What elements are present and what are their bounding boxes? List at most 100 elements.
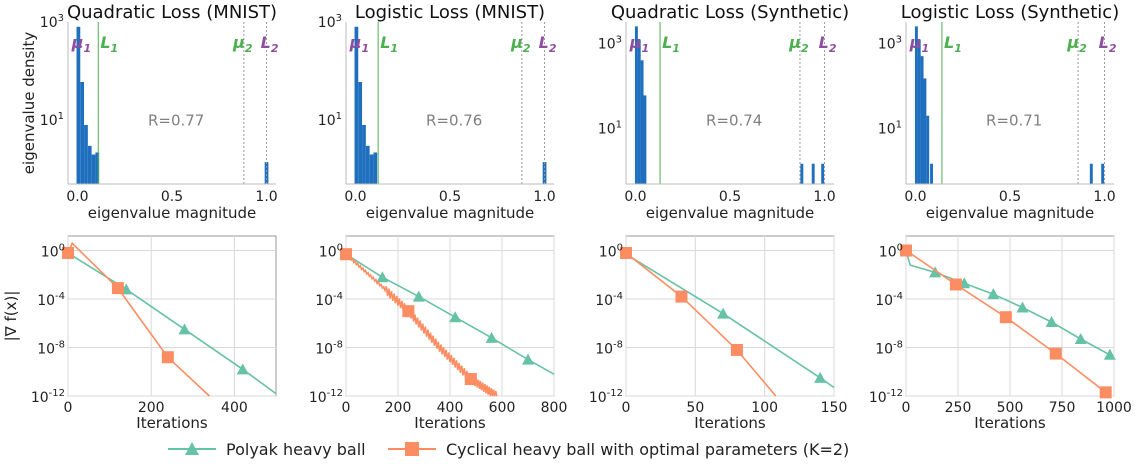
hist-bar xyxy=(821,163,825,184)
hist-bar xyxy=(637,39,641,184)
y-tick-label: 10-4 xyxy=(595,291,623,309)
hist-bar xyxy=(95,152,100,184)
x-tick-label: 400 xyxy=(221,400,248,416)
ratio-annotation: R=0.74 xyxy=(706,112,762,130)
y-tick-label: 10-12 xyxy=(869,388,903,406)
cyclical-marker xyxy=(949,278,962,291)
x-tick-label: 0 xyxy=(64,400,73,416)
cyclical-marker xyxy=(999,311,1012,324)
y-tick-label: 101 xyxy=(40,111,64,129)
hist-bar xyxy=(640,60,644,184)
polyak-marker xyxy=(485,331,498,343)
x-tick-label: 0 xyxy=(902,400,911,416)
hist-xlabel: eigenvalue magnitude xyxy=(926,204,1095,222)
L2-label: L2 xyxy=(261,33,279,55)
x-tick-label: 0.5 xyxy=(719,189,741,205)
cyclical-marker xyxy=(340,248,352,261)
polyak-marker xyxy=(376,271,389,283)
y-tick-label: 10-4 xyxy=(37,291,65,309)
hist-bar xyxy=(80,81,85,184)
hist-bar xyxy=(634,26,638,184)
L1-label: L1 xyxy=(100,33,118,55)
y-tick-label: 103 xyxy=(318,13,342,31)
y-tick-label: 100 xyxy=(319,243,343,261)
cyclical-marker xyxy=(1099,386,1112,399)
hist-bar xyxy=(354,26,359,184)
mu2-label: μ2 xyxy=(510,33,531,55)
y-tick-label: 100 xyxy=(599,243,623,261)
cyclical-line xyxy=(345,252,498,397)
x-tick-label: 800 xyxy=(541,400,568,416)
mu1-label: μ1 xyxy=(349,33,369,55)
cyclical-marker xyxy=(111,282,124,295)
y-tick-label: 10-4 xyxy=(875,291,903,309)
x-tick-label: 1.0 xyxy=(813,189,835,205)
hist-bar xyxy=(365,145,370,184)
conv-xlabel: Iterations xyxy=(694,414,766,430)
cyclical-marker xyxy=(62,246,74,259)
x-tick-label: 400 xyxy=(437,400,464,416)
mu2-label: μ2 xyxy=(1066,33,1087,55)
mu2-label: μ2 xyxy=(232,33,253,55)
hist-bar xyxy=(926,115,930,184)
cyclical-marker xyxy=(1049,347,1062,360)
hist-bar xyxy=(76,26,81,184)
ratio-annotation: R=0.71 xyxy=(986,112,1042,130)
cyclical-marker xyxy=(161,351,174,364)
x-tick-label: 0 xyxy=(622,400,631,416)
L1-label: L1 xyxy=(662,33,680,55)
L1-label: L1 xyxy=(380,33,398,55)
polyak-marker xyxy=(929,266,942,278)
polyak-marker xyxy=(987,288,1000,300)
ratio-annotation: R=0.77 xyxy=(148,112,204,130)
x-tick-label: 500 xyxy=(997,400,1024,416)
legend-item-cyclical: Cyclical heavy ball with optimal paramet… xyxy=(388,433,849,465)
y-tick-label: 10-8 xyxy=(595,340,623,358)
conv-xlabel: Iterations xyxy=(136,414,208,430)
cyclical-line xyxy=(625,252,777,397)
hist-bar xyxy=(362,124,366,184)
hist-xlabel: eigenvalue magnitude xyxy=(646,204,815,222)
mu1-label: μ1 xyxy=(629,33,649,55)
hist-bar xyxy=(1089,163,1093,184)
legend: Polyak heavy ball Cyclical heavy ball wi… xyxy=(0,433,1143,465)
hist-title-2: Quadratic Loss (Synthetic) xyxy=(611,2,849,23)
x-tick-label: 1000 xyxy=(1096,400,1132,416)
y-tick-label: 100 xyxy=(879,243,903,261)
L2-label: L2 xyxy=(819,33,837,55)
polyak-marker xyxy=(449,311,462,323)
hist-bar xyxy=(917,39,921,184)
hist-bar xyxy=(542,162,547,184)
y-tick-label: 10-8 xyxy=(875,340,903,358)
hist-bar xyxy=(1101,163,1105,184)
hist-title-3: Logistic Loss (Synthetic) xyxy=(901,2,1119,23)
cyclical-line xyxy=(67,241,210,397)
polyak-marker xyxy=(1045,316,1058,328)
hist-xlabel: eigenvalue magnitude xyxy=(366,204,535,222)
y-tick-label: 103 xyxy=(40,13,64,31)
mu1-label: μ1 xyxy=(71,33,91,55)
x-tick-label: 1.0 xyxy=(1093,189,1115,205)
y-tick-label: 103 xyxy=(878,34,902,52)
polyak-marker xyxy=(522,353,534,365)
polyak-marker xyxy=(717,307,730,319)
x-tick-label: 1.0 xyxy=(533,189,555,205)
y-tick-label: 10-12 xyxy=(589,388,623,406)
L2-label: L2 xyxy=(539,33,557,55)
plot-frame xyxy=(625,235,835,397)
y-tick-label: 101 xyxy=(318,111,342,129)
x-tick-label: 0 xyxy=(342,400,351,416)
x-tick-label: 150 xyxy=(821,400,848,416)
hist-bar xyxy=(800,163,804,184)
polyak-line xyxy=(625,253,835,389)
hist-title-0: Quadratic Loss (MNIST) xyxy=(67,2,277,23)
polyak-marker xyxy=(814,371,827,383)
cyclical-marker xyxy=(675,290,688,303)
x-tick-label: 750 xyxy=(1049,400,1076,416)
y-tick-label: 103 xyxy=(598,34,622,52)
x-tick-label: 100 xyxy=(751,400,778,416)
hist-bar xyxy=(811,163,815,184)
y-tick-label: 10-4 xyxy=(315,291,343,309)
y-tick-label: 10-12 xyxy=(31,388,65,406)
conv-ylabel: |∇ f(x)| xyxy=(2,291,20,342)
